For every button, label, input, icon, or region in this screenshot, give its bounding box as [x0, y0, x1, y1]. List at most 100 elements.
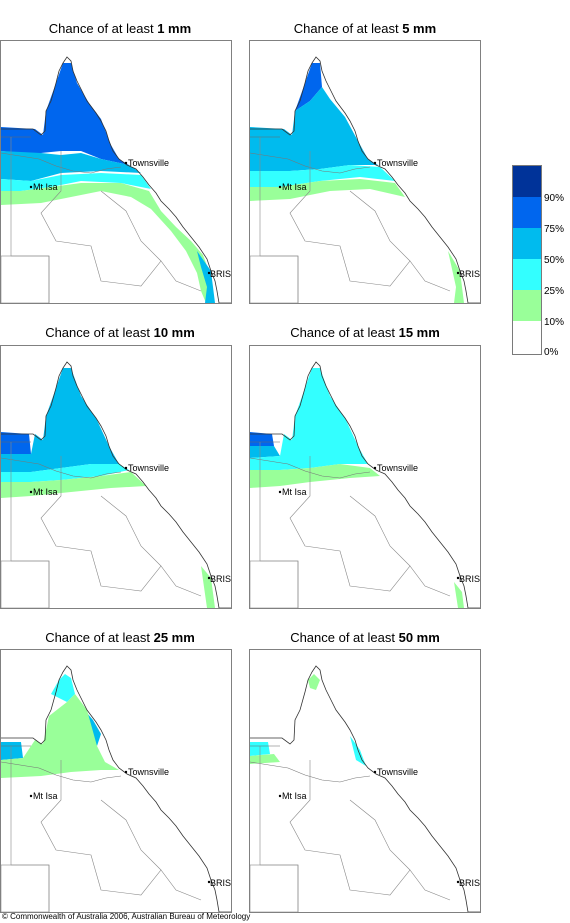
legend-swatch-75 [513, 197, 541, 228]
state-border [259, 746, 299, 912]
rain-zone-1 [250, 87, 378, 171]
label-brisbane: BRIS [459, 269, 480, 279]
map-1mm-svg: Townsville Mt Isa BRIS [1, 56, 231, 303]
mt-isa-marker [29, 794, 33, 798]
label-mt-isa: Mt Isa [282, 487, 307, 497]
brisbane-marker [207, 271, 211, 275]
map-25mm-svg: Townsville Mt Isa BRIS [1, 665, 231, 912]
map-5mm-svg: Townsville Mt Isa BRIS [250, 56, 480, 303]
townsville-marker [373, 161, 377, 165]
map-10mm: Townsville Mt Isa BRIS [0, 345, 232, 609]
inset-box [250, 255, 299, 303]
label-mt-isa: Mt Isa [33, 182, 58, 192]
townsville-marker [124, 161, 128, 165]
rain-zone-4 [201, 566, 215, 608]
legend-label-75: 75% [544, 224, 565, 235]
coastline [1, 56, 231, 303]
district-boundary [289, 760, 451, 901]
rain-zone-1 [250, 446, 280, 458]
townsville-marker [124, 466, 128, 470]
district-boundary [1, 152, 122, 174]
inset-box [1, 560, 50, 608]
map-10mm-svg: Townsville Mt Isa BRIS [1, 361, 231, 608]
rain-zone-3 [1, 472, 146, 498]
inset-box [1, 864, 50, 912]
rain-zone-3 [1, 694, 119, 778]
district-boundary [349, 799, 411, 871]
district-boundary [40, 456, 202, 597]
panel-title-5mm: Chance of at least 5 mm [293, 21, 437, 36]
label-townsville: Townsville [128, 767, 169, 777]
brisbane-marker [456, 576, 460, 580]
rain-zone-3 [1, 183, 213, 303]
panel-title-15mm: Chance of at least 15 mm [290, 325, 440, 340]
rain-zone-2 [250, 754, 280, 764]
legend-label-0: 0% [544, 347, 559, 358]
rain-zone-2 [250, 165, 395, 187]
copyright-notice: © Commonwealth of Australia 2006, Austra… [2, 912, 251, 921]
legend-swatch-25 [513, 259, 541, 290]
map-50mm: Townsville Mt Isa BRIS [249, 649, 481, 913]
probability-legend [512, 165, 542, 355]
district-boundary [289, 151, 451, 292]
map-25mm: Townsville Mt Isa BRIS [0, 649, 232, 913]
label-townsville: Townsville [377, 158, 418, 168]
townsville-marker [124, 770, 128, 774]
rain-zone-0 [250, 432, 274, 446]
district-boundary [100, 799, 162, 871]
panel-title-10mm: Chance of at least 10 mm [45, 325, 195, 340]
townsville-marker [373, 770, 377, 774]
brisbane-marker [456, 271, 460, 275]
district-boundary [40, 760, 202, 901]
rain-zone-3 [250, 464, 380, 488]
panel-title-50mm: Chance of at least 50 mm [290, 630, 440, 645]
panel-title-25mm: Chance of at least 25 mm [45, 630, 195, 645]
mt-isa-marker [29, 490, 33, 494]
brisbane-marker [207, 576, 211, 580]
label-townsville: Townsville [377, 463, 418, 473]
district-boundary [100, 495, 162, 567]
label-townsville: Townsville [377, 767, 418, 777]
rain-zone-0 [1, 63, 129, 165]
label-brisbane: BRIS [459, 574, 480, 584]
rain-zone-0 [1, 432, 31, 454]
coastline [250, 56, 480, 303]
brisbane-marker [207, 880, 211, 884]
map-5mm: Townsville Mt Isa BRIS [249, 40, 481, 304]
rain-zone-0 [295, 63, 322, 111]
panel-title-1mm: Chance of at least 1 mm [48, 21, 192, 36]
inset-box [250, 864, 299, 912]
district-boundary [1, 761, 122, 783]
label-mt-isa: Mt Isa [282, 791, 307, 801]
label-brisbane: BRIS [459, 878, 480, 888]
inset-box [1, 255, 50, 303]
coastline [250, 361, 480, 608]
mt-isa-marker [278, 185, 282, 189]
district-boundary [100, 190, 162, 262]
rain-zone-4 [197, 251, 215, 303]
rain-zone-2 [1, 464, 129, 482]
legend-swatch-50 [513, 228, 541, 259]
district-boundary [40, 151, 202, 292]
rain-zone-4 [454, 582, 464, 608]
townsville-marker [373, 466, 377, 470]
district-boundary [349, 190, 411, 262]
label-mt-isa: Mt Isa [33, 791, 58, 801]
label-townsville: Townsville [128, 158, 169, 168]
legend-label-50: 50% [544, 255, 565, 266]
map-15mm-svg: Townsville Mt Isa BRIS [250, 361, 480, 608]
label-mt-isa: Mt Isa [33, 487, 58, 497]
district-boundary [250, 152, 371, 174]
rain-zone-1 [51, 674, 75, 702]
brisbane-marker [456, 880, 460, 884]
district-boundary [250, 761, 371, 783]
rain-zone-2 [1, 173, 151, 191]
rain-zone-4 [448, 251, 464, 303]
label-brisbane: BRIS [210, 574, 231, 584]
district-boundary [289, 456, 451, 597]
mt-isa-marker [29, 185, 33, 189]
legend-label-10: 10% [544, 317, 565, 328]
label-brisbane: BRIS [210, 269, 231, 279]
rain-zone-3 [250, 179, 405, 201]
label-townsville: Townsville [128, 463, 169, 473]
